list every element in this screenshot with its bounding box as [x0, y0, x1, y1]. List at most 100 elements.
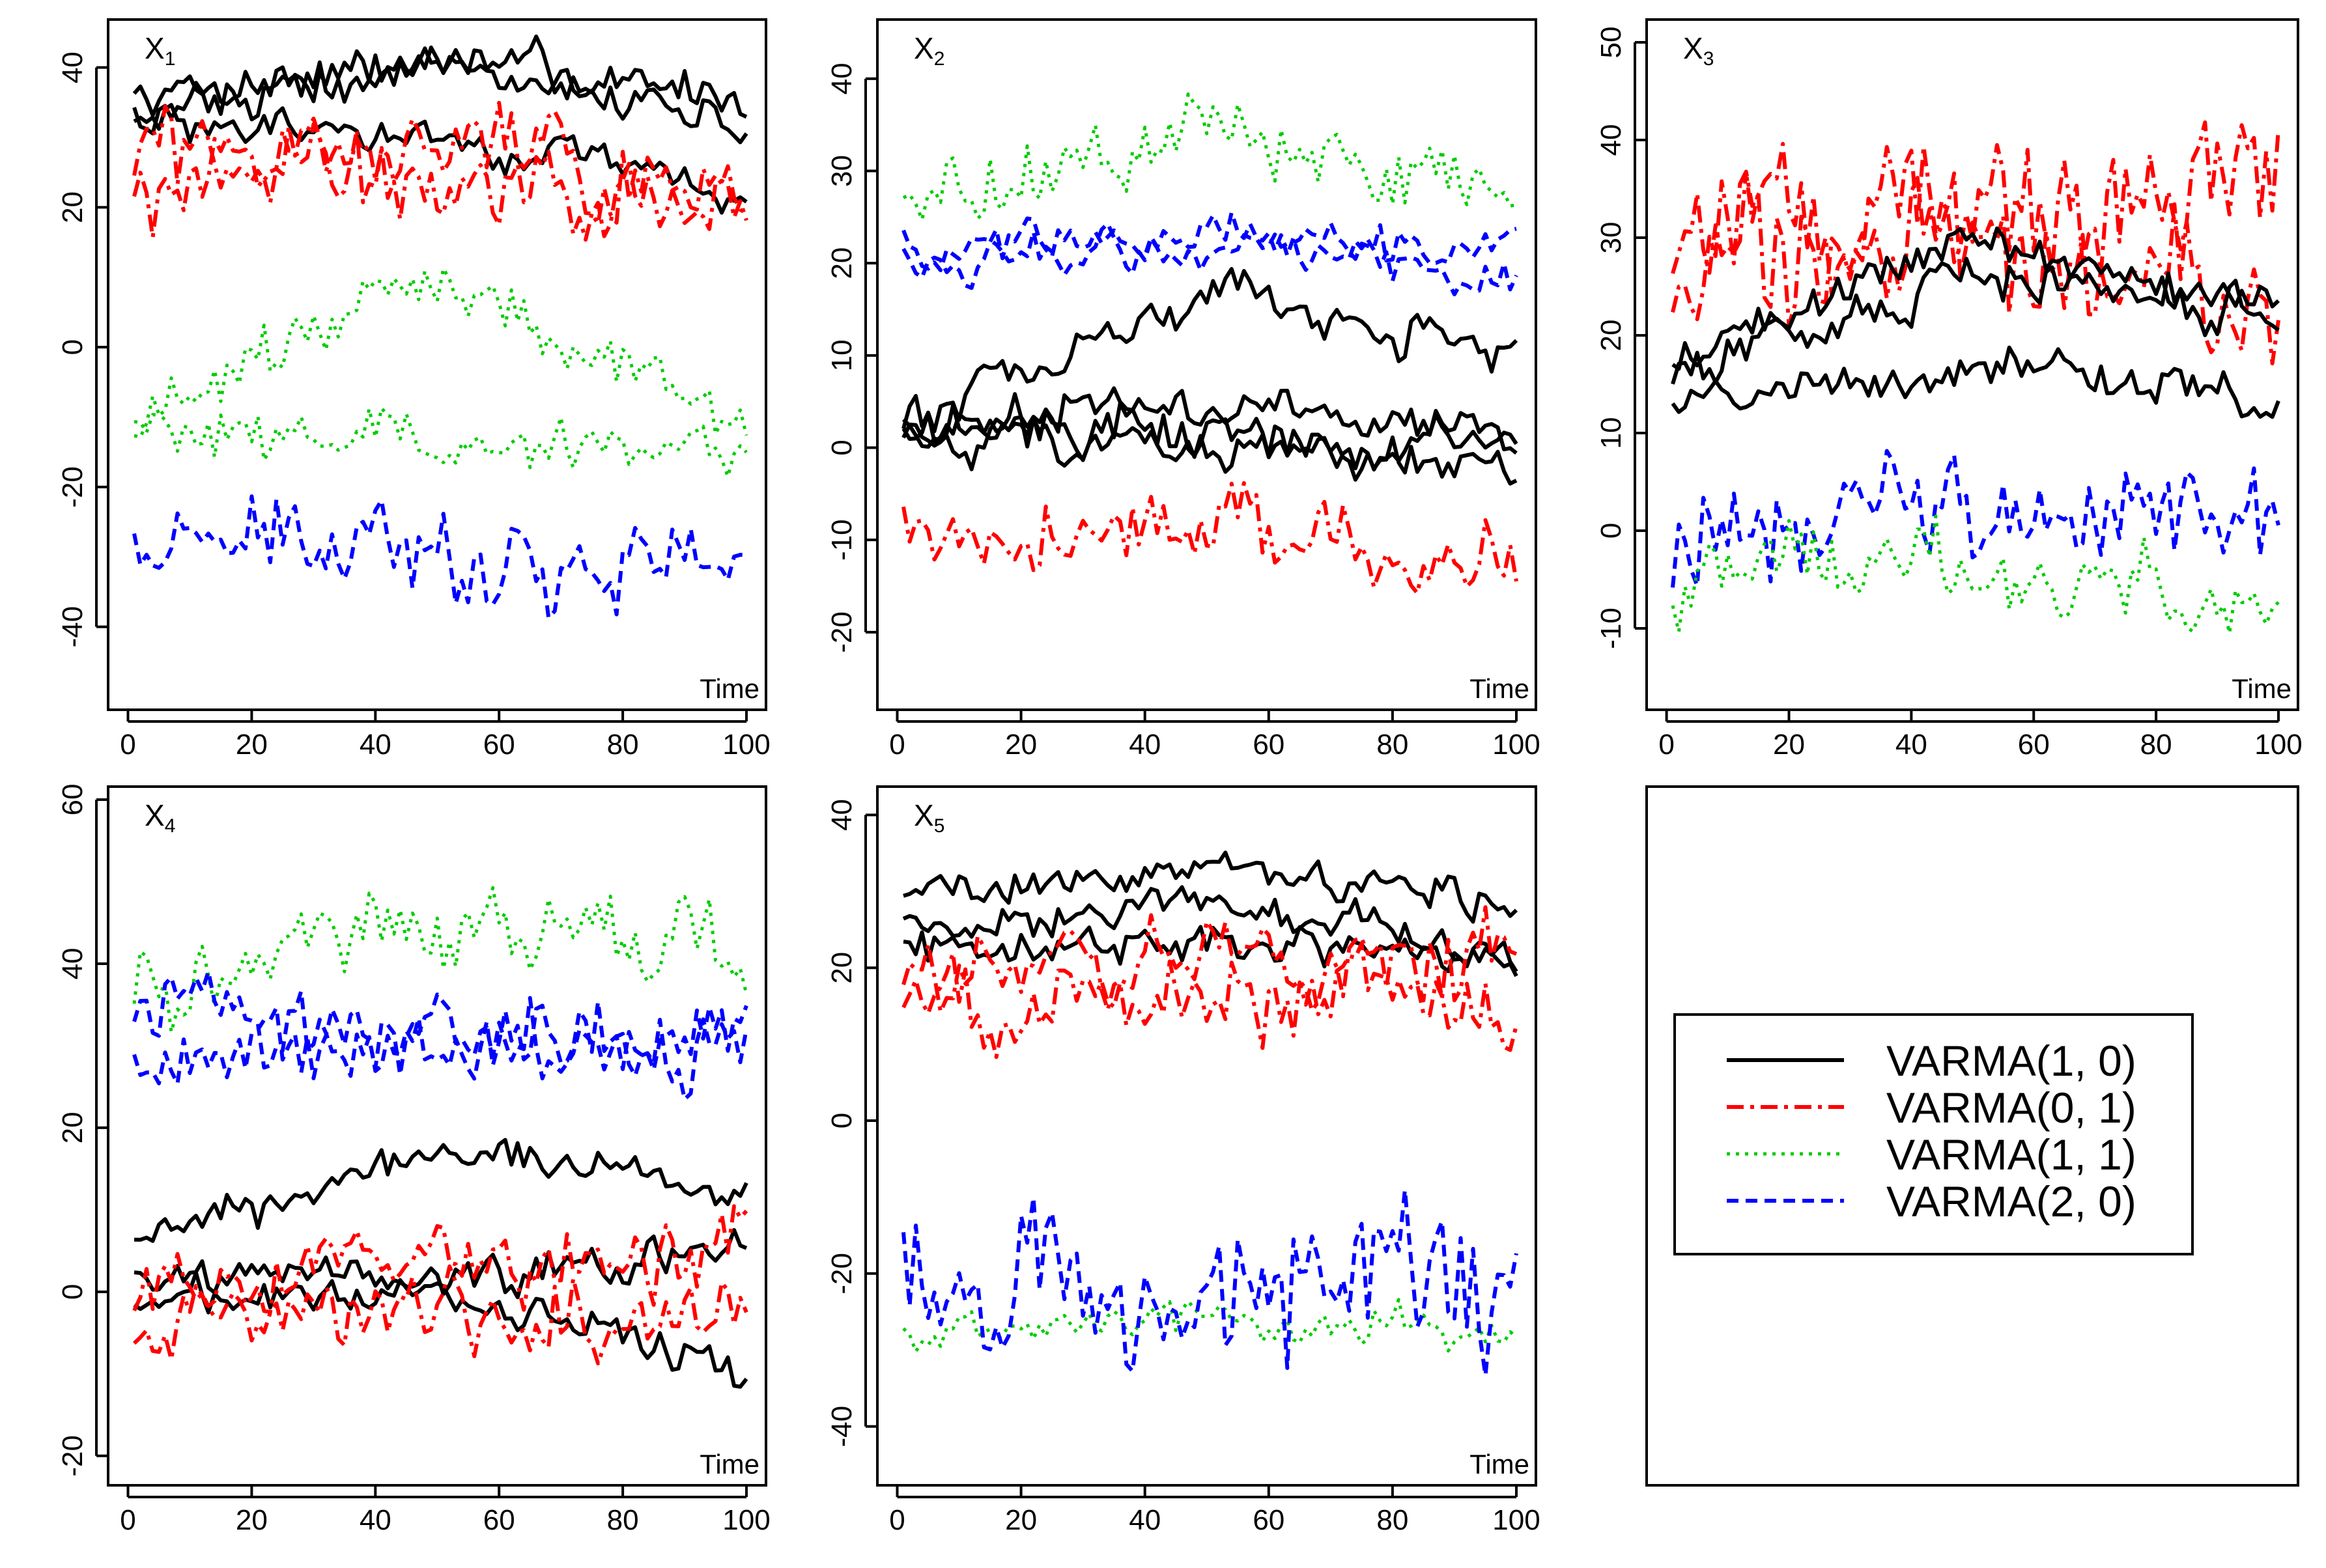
y-tick-label: 0 — [57, 339, 89, 355]
panel-frame — [1645, 18, 2299, 711]
legend: VARMA(1, 0)VARMA(0, 1)VARMA(1, 1)VARMA(2… — [1673, 1013, 2194, 1255]
series-line-varma-1-0-3 — [133, 1270, 748, 1389]
empty-panel-frame — [1645, 785, 2299, 1487]
y-tick-label: 0 — [1595, 523, 1627, 539]
series-line-varma-1-0-3 — [903, 925, 1518, 977]
series-line-varma-1-0-1 — [134, 1138, 748, 1243]
y-tick-label: -10 — [826, 519, 858, 561]
y-tick-label: -20 — [826, 1253, 858, 1295]
panel-4: 0 20 40 60 80 100 -20 0 20 40 60 X4 Time — [57, 784, 771, 1536]
x-tick-label: 100 — [722, 729, 770, 761]
series-line-varma-1-0-2 — [901, 386, 1518, 455]
x-tick-label: 20 — [1005, 1504, 1037, 1536]
legend-label-3: VARMA(1, 1) — [1886, 1130, 2136, 1179]
panel-label-subscript: 3 — [1703, 48, 1714, 70]
series-line-varma-2-0-1 — [132, 494, 747, 620]
panel-label-subscript: 4 — [165, 815, 176, 837]
x-tick-label: 0 — [120, 1504, 135, 1536]
series-line-varma-2-0-1 — [132, 992, 748, 1102]
y-tick-label: -20 — [57, 466, 89, 508]
x-tick-label: 20 — [236, 1504, 268, 1536]
y-tick-label: 60 — [57, 784, 89, 816]
x-tick-label: 80 — [2140, 729, 2172, 761]
x-tick-label: 40 — [1895, 729, 1927, 761]
time-label: Time — [1469, 673, 1529, 704]
y-tick-label: 10 — [826, 339, 858, 371]
y-tick-label: -40 — [826, 1406, 858, 1448]
y-tick-label: 40 — [57, 947, 89, 979]
series-line-varma-1-0-2 — [902, 885, 1518, 973]
series-line-varma-0-1-2 — [132, 122, 748, 242]
time-label: Time — [700, 1449, 759, 1479]
x-tick-label: 60 — [1253, 729, 1284, 761]
series-line-varma-1-1-1 — [902, 92, 1517, 221]
legend-label-1: VARMA(1, 0) — [1886, 1037, 2136, 1085]
panel-label-subscript: 2 — [934, 48, 945, 70]
panel-frame — [876, 18, 1537, 711]
panel-label-subscript: 5 — [934, 815, 945, 837]
x-tick-label: 0 — [120, 729, 135, 761]
y-tick-label: 0 — [57, 1284, 89, 1300]
x-tick-label: 40 — [360, 729, 391, 761]
x-tick-label: 80 — [1376, 729, 1408, 761]
y-tick-label: 20 — [826, 952, 858, 984]
y-tick-label: 20 — [57, 1112, 89, 1143]
panel-1: 0 20 40 60 80 100 -40 -20 0 20 40 X1 Time — [57, 18, 771, 761]
series-line-varma-1-0-2 — [132, 45, 748, 145]
plot-area — [132, 35, 748, 620]
y-tick-label: 40 — [826, 63, 858, 94]
y-tick-label: 20 — [57, 191, 89, 223]
x-tick-label: 60 — [2018, 729, 2050, 761]
y-tick-label: 20 — [826, 247, 858, 279]
y-tick-label: 40 — [826, 799, 858, 831]
x-tick-label: 60 — [483, 1504, 515, 1536]
x-tick-label: 100 — [1492, 1504, 1540, 1536]
x-tick-label: 100 — [2254, 729, 2302, 761]
panel-frame — [107, 18, 767, 711]
series-line-varma-0-1-1 — [901, 905, 1518, 1014]
plot-area — [1671, 120, 2280, 635]
y-tick-label: 10 — [1595, 417, 1627, 449]
series-line-varma-2-0-1 — [901, 210, 1518, 296]
panel-label: X4 — [145, 798, 175, 837]
time-label: Time — [1469, 1449, 1529, 1479]
y-tick-label: 40 — [1595, 124, 1627, 156]
legend-box — [1673, 1013, 2194, 1255]
plot-area — [901, 850, 1518, 1378]
x-tick-label: 60 — [483, 729, 515, 761]
series-line-varma-1-0-1 — [901, 267, 1518, 434]
x-tick-label: 20 — [1773, 729, 1805, 761]
time-label: Time — [700, 673, 759, 704]
x-tick-label: 100 — [722, 1504, 770, 1536]
series-line-varma-0-1-2 — [132, 1264, 748, 1365]
series-line-varma-0-1-2 — [1671, 169, 2280, 366]
y-tick-label: 50 — [1595, 27, 1627, 59]
legend-label-2: VARMA(0, 1) — [1886, 1084, 2136, 1132]
series-line-varma-1-0-3 — [133, 103, 748, 215]
series-line-varma-0-1-1 — [132, 100, 748, 231]
series-line-varma-1-1-1 — [134, 266, 748, 436]
plot-area — [132, 886, 748, 1389]
x-tick-label: 20 — [1005, 729, 1037, 761]
series-line-varma-1-1-2 — [134, 394, 748, 479]
series-line-varma-2-0-1 — [1671, 449, 2280, 588]
series-line-varma-1-1-1 — [902, 1298, 1518, 1353]
x-tick-label: 20 — [236, 729, 268, 761]
y-tick-label: -40 — [57, 606, 89, 648]
plot-area — [901, 92, 1518, 595]
panel-frame — [107, 785, 767, 1487]
x-tick-label: 0 — [1658, 729, 1674, 761]
legend-label-4: VARMA(2, 0) — [1886, 1177, 2136, 1225]
x-tick-label: 40 — [360, 1504, 391, 1536]
series-line-varma-0-1-2 — [901, 942, 1518, 1059]
x-tick-label: 40 — [1129, 729, 1161, 761]
y-tick-label: 0 — [826, 440, 858, 455]
x-tick-label: 80 — [607, 1504, 639, 1536]
panel-label: X1 — [145, 31, 175, 70]
x-tick-label: 0 — [889, 1504, 905, 1536]
